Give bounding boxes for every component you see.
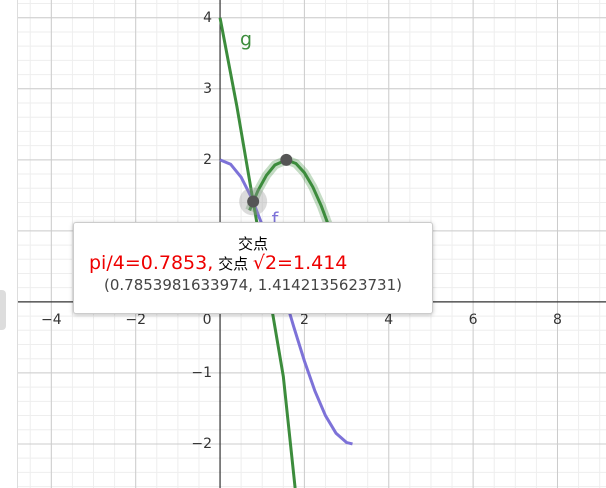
tooltip-text: pi/4=0.7853, xyxy=(89,252,214,274)
curve-label: f xyxy=(272,208,280,230)
x-tick-label: 4 xyxy=(384,312,393,328)
curve-label: g xyxy=(240,28,252,50)
x-tick-label: 0 xyxy=(203,312,212,328)
y-tick-label: 4 xyxy=(203,10,212,26)
x-tick-label: −4 xyxy=(41,312,62,328)
tooltip: 交点 pi/4=0.7853, 交点 √2=1.414 (0.785398163… xyxy=(73,222,433,314)
x-tick-label: 2 xyxy=(300,312,309,328)
tooltip-coords: (0.7853981633974, 1.4142135623731) xyxy=(104,276,402,294)
y-tick-label: −1 xyxy=(191,365,212,381)
x-tick-label: 8 xyxy=(553,312,562,328)
x-tick-label: −2 xyxy=(125,312,146,328)
point xyxy=(280,153,293,166)
y-tick-label: −2 xyxy=(191,436,212,452)
tooltip-text: 交点 xyxy=(218,255,249,273)
y-tick-label: 2 xyxy=(203,152,212,168)
y-tick-label: 3 xyxy=(203,81,212,97)
point xyxy=(247,195,260,208)
panel-toggle[interactable] xyxy=(0,290,6,330)
tooltip-title: 交点 xyxy=(237,235,268,253)
tooltip-text: √2=1.414 xyxy=(252,252,348,274)
x-tick-label: 6 xyxy=(469,312,478,328)
side-panel xyxy=(0,0,18,488)
